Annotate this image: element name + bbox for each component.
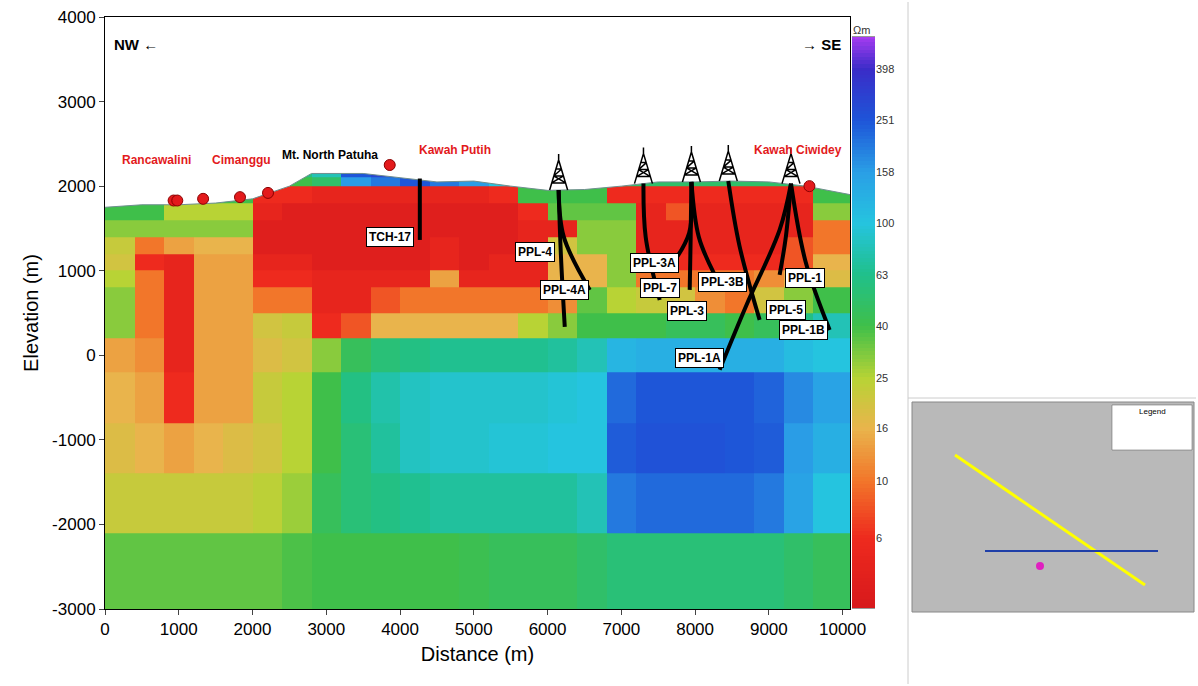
svg-text:10: 10 — [876, 475, 888, 487]
svg-text:1000: 1000 — [58, 262, 96, 281]
svg-text:-2000: -2000 — [52, 515, 95, 534]
svg-text:Legend: Legend — [1139, 407, 1166, 416]
svg-text:8000: 8000 — [676, 620, 714, 639]
svg-text:Mt. North Patuha: Mt. North Patuha — [282, 148, 378, 162]
svg-text:Ωm: Ωm — [853, 24, 870, 36]
svg-text:Cimanggu: Cimanggu — [212, 153, 271, 167]
svg-text:-3000: -3000 — [52, 600, 95, 619]
svg-text:10000: 10000 — [819, 620, 866, 639]
svg-text:0: 0 — [100, 620, 109, 639]
svg-text:9000: 9000 — [750, 620, 788, 639]
svg-text:0: 0 — [86, 346, 95, 365]
svg-text:PPL-1B: PPL-1B — [782, 323, 825, 337]
svg-text:16: 16 — [876, 422, 888, 434]
svg-text:NW ←: NW ← — [114, 36, 158, 53]
svg-text:PPL-4A: PPL-4A — [543, 283, 586, 297]
svg-text:PPL-3A: PPL-3A — [633, 256, 676, 270]
svg-text:3000: 3000 — [307, 620, 345, 639]
svg-text:PPL-1A: PPL-1A — [678, 351, 721, 365]
svg-text:TCH-17: TCH-17 — [369, 230, 411, 244]
svg-text:2000: 2000 — [58, 177, 96, 196]
svg-text:1000: 1000 — [160, 620, 198, 639]
svg-text:Elevation (m): Elevation (m) — [20, 254, 42, 372]
svg-text:→ SE: → SE — [802, 36, 841, 53]
svg-text:2000: 2000 — [234, 620, 272, 639]
svg-text:4000: 4000 — [381, 620, 419, 639]
svg-text:PPL-3B: PPL-3B — [701, 275, 744, 289]
svg-text:PPL-5: PPL-5 — [769, 303, 803, 317]
svg-text:251: 251 — [876, 114, 894, 126]
svg-text:PPL-1: PPL-1 — [788, 271, 822, 285]
svg-text:7000: 7000 — [602, 620, 640, 639]
svg-text:PPL-7: PPL-7 — [643, 281, 677, 295]
svg-text:PPL-4: PPL-4 — [518, 245, 552, 259]
svg-text:158: 158 — [876, 166, 894, 178]
svg-text:63: 63 — [876, 269, 888, 281]
svg-text:6: 6 — [876, 532, 882, 544]
svg-text:100: 100 — [876, 217, 894, 229]
svg-text:398: 398 — [876, 63, 894, 75]
svg-text:3000: 3000 — [58, 93, 96, 112]
svg-text:4000: 4000 — [58, 8, 96, 27]
svg-text:5000: 5000 — [455, 620, 493, 639]
svg-text:Distance (m): Distance (m) — [421, 643, 534, 665]
svg-text:Kawah Ciwidey: Kawah Ciwidey — [754, 143, 842, 157]
svg-text:-1000: -1000 — [52, 431, 95, 450]
svg-text:Rancawalini: Rancawalini — [122, 153, 191, 167]
svg-text:6000: 6000 — [529, 620, 567, 639]
svg-text:PPL-3: PPL-3 — [670, 304, 704, 318]
svg-text:25: 25 — [876, 372, 888, 384]
svg-text:Kawah Putih: Kawah Putih — [419, 143, 491, 157]
svg-text:40: 40 — [876, 320, 888, 332]
